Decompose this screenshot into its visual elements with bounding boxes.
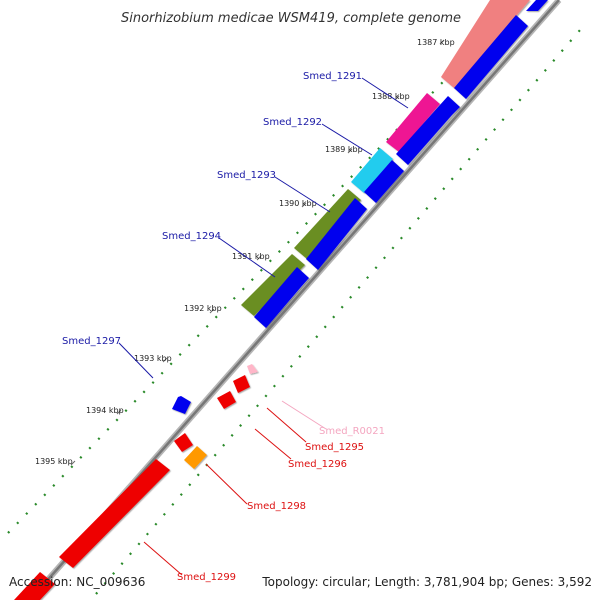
kbp-label: 1393 kbp xyxy=(134,354,172,363)
kbp-label: 1387 kbp xyxy=(417,38,455,47)
forward-cds[interactable] xyxy=(364,160,404,203)
gene-label-smed-1298[interactable]: Smed_1298 xyxy=(247,501,306,512)
kbp-label: 1394 kbp xyxy=(86,406,124,415)
reverse-cds[interactable] xyxy=(14,572,55,600)
inner-tick-ring xyxy=(95,29,581,595)
gene-smed-r0021-feature[interactable] xyxy=(247,364,258,374)
gene-smed-1295b-feature[interactable] xyxy=(217,391,236,409)
gene-smed-1298-feature[interactable] xyxy=(184,446,207,469)
gene-smed-1291-feature[interactable] xyxy=(386,93,440,152)
accession-text: Accession: NC_009636 xyxy=(9,575,145,589)
gene-smed-1290-feature[interactable] xyxy=(441,0,530,88)
gene-label-smed-1292[interactable]: Smed_1292 xyxy=(263,117,322,128)
forward-cds[interactable] xyxy=(254,267,309,328)
forward-cds[interactable] xyxy=(306,198,367,270)
map-title: Sinorhizobium medicae WSM419, complete g… xyxy=(121,11,461,26)
gene-smed-1296-feature[interactable] xyxy=(174,433,193,452)
topology-text: Topology: circular; Length: 3,781,904 bp… xyxy=(261,575,592,589)
gene-label-smed-1291[interactable]: Smed_1291 xyxy=(303,71,362,82)
gene-label-smed-1296[interactable]: Smed_1296 xyxy=(288,459,347,470)
gene-label-smed-1294[interactable]: Smed_1294 xyxy=(162,231,221,242)
gene-smed-1294-feature[interactable] xyxy=(241,254,305,316)
kbp-label: 1390 kbp xyxy=(279,199,317,208)
gene-smed-1295-feature[interactable] xyxy=(233,375,250,393)
reverse-cds-track xyxy=(14,364,258,600)
kbp-label: 1389 kbp xyxy=(325,145,363,154)
forward-cds-track xyxy=(172,0,548,414)
leader-lines xyxy=(118,77,409,576)
kbp-label: 1391 kbp xyxy=(232,252,270,261)
cog-features xyxy=(241,0,530,316)
gene-label-smed-1293[interactable]: Smed_1293 xyxy=(217,170,276,181)
forward-cds[interactable] xyxy=(454,15,528,99)
outer-tick-ring xyxy=(7,1,521,534)
gene-smed-1299-feature[interactable] xyxy=(59,459,170,568)
gene-label-smed-1297[interactable]: Smed_1297 xyxy=(62,336,121,347)
gene-label-smed-r0021[interactable]: Smed_R0021 xyxy=(319,426,385,437)
kbp-label: 1395 kbp xyxy=(35,457,73,466)
kbp-label: 1392 kbp xyxy=(184,304,222,313)
gene-smed-1292-feature[interactable] xyxy=(351,148,393,193)
gene-smed-1297-feature[interactable] xyxy=(172,396,191,414)
gene-label-smed-1299[interactable]: Smed_1299 xyxy=(177,572,236,583)
gene-label-smed-1295[interactable]: Smed_1295 xyxy=(305,442,364,453)
gene-smed-1293-feature[interactable] xyxy=(294,189,361,259)
forward-cds[interactable] xyxy=(526,0,548,11)
kbp-ticks xyxy=(70,39,445,466)
forward-cds[interactable] xyxy=(396,96,460,165)
